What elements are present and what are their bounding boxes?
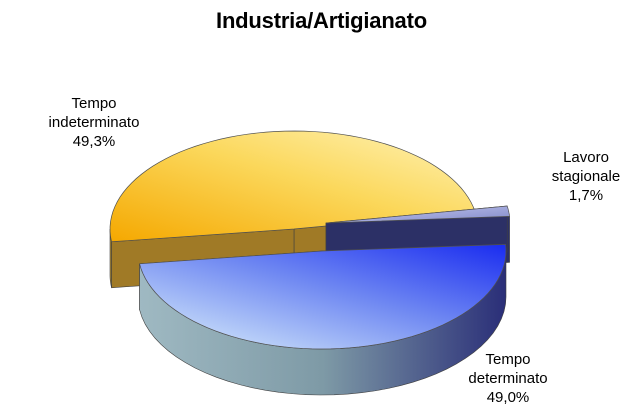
slice-label-line: determinato (468, 370, 548, 387)
chart-title: Industria/Artigianato (216, 8, 427, 33)
slice-label-line: Tempo (71, 95, 117, 112)
slice-label-line: Tempo (485, 351, 531, 368)
pie-slice-tempo-determinato (139, 244, 507, 396)
pie-slice-top-lavoro-stagionale (325, 205, 510, 224)
slice-label-line: indeterminato (48, 114, 140, 131)
slice-label-lavoro-stagionale: Lavoro stagionale 1,7% (536, 148, 636, 205)
pie-slice-top-tempo-determinato (139, 244, 507, 350)
slice-label-tempo-indeterminato: Tempo indeterminato 49,3% (24, 94, 164, 151)
pie-slice-top-tempo-indeterminato (109, 130, 476, 243)
slice-label-line: Lavoro (563, 149, 609, 166)
slice-value-label: 1,7% (568, 187, 604, 204)
slice-label-tempo-determinato: Tempo determinato 49,0% (448, 350, 568, 407)
slice-value-label: 49,3% (72, 133, 116, 150)
slice-value-label: 49,0% (486, 389, 530, 406)
slice-label-line: stagionale (551, 168, 621, 185)
